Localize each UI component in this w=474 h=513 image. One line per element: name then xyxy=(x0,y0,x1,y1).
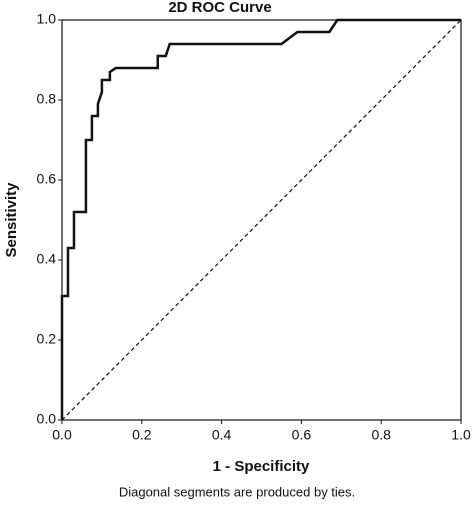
y-axis-label: Sensitivity xyxy=(3,182,20,258)
x-tick-label: 0.8 xyxy=(371,427,391,443)
x-tick-label: 0.0 xyxy=(52,427,72,443)
roc-curve xyxy=(60,18,461,420)
plot-frame xyxy=(61,19,462,421)
chart-title: 2D ROC Curve xyxy=(168,0,271,16)
y-tick-label: 1.0 xyxy=(37,11,57,27)
y-tick-label: 0.8 xyxy=(37,91,57,107)
x-tick-label: 0.2 xyxy=(132,427,152,443)
y-tick-label: 0.6 xyxy=(37,171,57,187)
x-tick-label: 0.4 xyxy=(212,427,232,443)
y-tick-label: 0.0 xyxy=(37,411,57,427)
x-tick-label: 1.0 xyxy=(451,427,471,443)
y-tick-label: 0.2 xyxy=(37,331,57,347)
reference-diagonal xyxy=(61,19,462,421)
x-axis-label: 1 - Specificity xyxy=(213,458,310,475)
y-tick-label: 0.4 xyxy=(37,251,57,267)
footnote: Diagonal segments are produced by ties. xyxy=(119,484,355,499)
x-tick-label: 0.6 xyxy=(292,427,312,443)
